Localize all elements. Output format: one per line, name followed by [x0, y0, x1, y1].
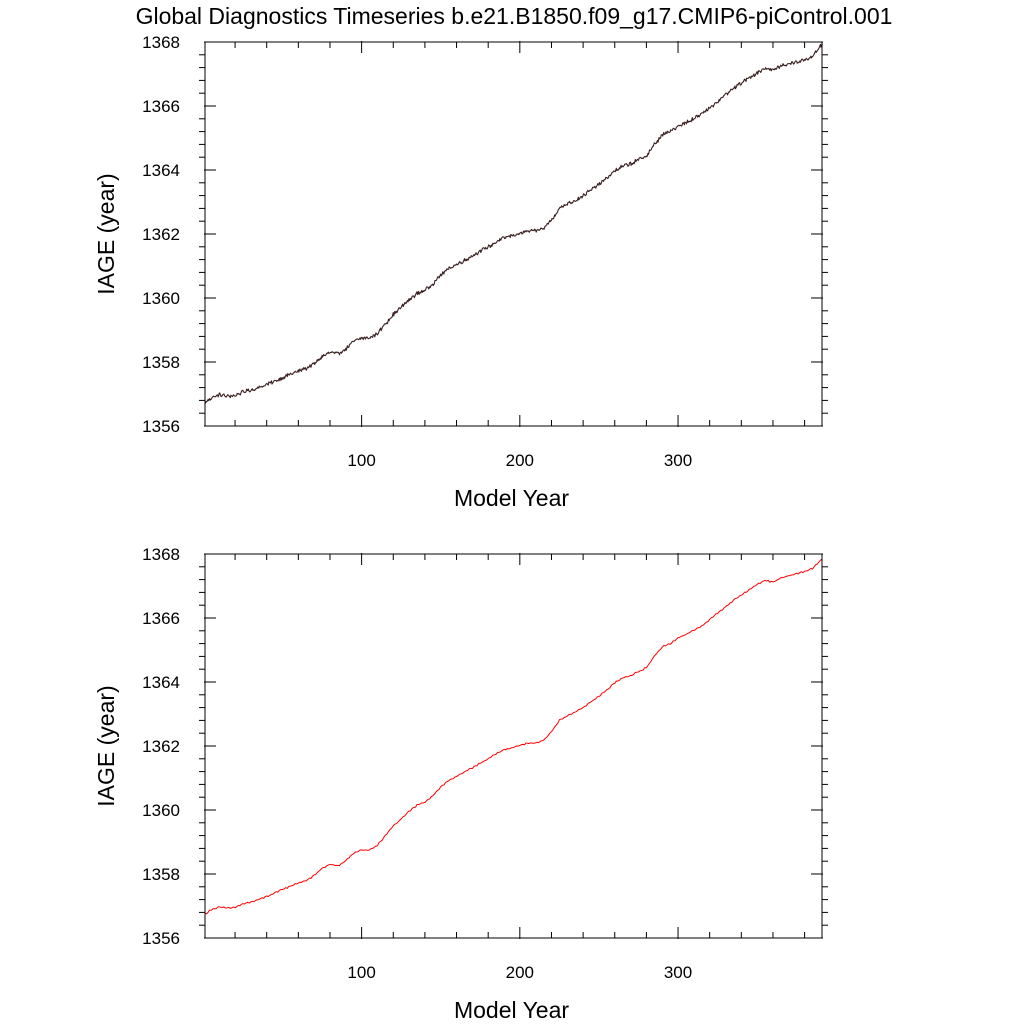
x-tick-label: 300 [664, 963, 692, 982]
y-tick-label: 1360 [142, 801, 180, 820]
x-axis-title: Model Year [454, 485, 569, 511]
y-axis-title: IAGE (year) [93, 685, 119, 806]
chart-title: Global Diagnostics Timeseries b.e21.B185… [136, 3, 893, 29]
y-tick-label: 1362 [142, 225, 180, 244]
series-line-annual [204, 558, 823, 915]
y-tick-label: 1368 [142, 33, 180, 52]
y-tick-label: 1356 [142, 929, 180, 948]
monthly-panel: 1356 1358 1360 1362 1364 1366 1368 100 200 300 Mod… [93, 33, 828, 511]
y-axis-title: IAGE (year) [93, 173, 119, 294]
x-tick-label: 300 [664, 451, 692, 470]
y-tick-label: 1364 [142, 161, 180, 180]
y-tick-label: 1364 [142, 673, 180, 692]
panels: 1356 1358 1360 1362 1364 1366 1368 100 200 300 Mod… [93, 33, 828, 1023]
y-tick-label: 1366 [142, 97, 180, 116]
y-tick-label: 1358 [142, 353, 180, 372]
y-tick-label: 1356 [142, 417, 180, 436]
x-tick-label: 200 [506, 963, 534, 982]
y-tick-label: 1368 [142, 545, 180, 564]
x-axis-title: Model Year [454, 997, 569, 1023]
x-tick-label: 100 [347, 963, 375, 982]
annual-panel: 1356 1358 1360 1362 1364 1366 1368 100 200 300 Mod… [93, 545, 828, 1023]
x-tick-label: 200 [506, 451, 534, 470]
y-tick-label: 1358 [142, 865, 180, 884]
y-tick-label: 1362 [142, 737, 180, 756]
series-line-monthly [204, 43, 823, 404]
x-tick-label: 100 [347, 451, 375, 470]
y-tick-label: 1360 [142, 289, 180, 308]
y-tick-label: 1366 [142, 609, 180, 628]
